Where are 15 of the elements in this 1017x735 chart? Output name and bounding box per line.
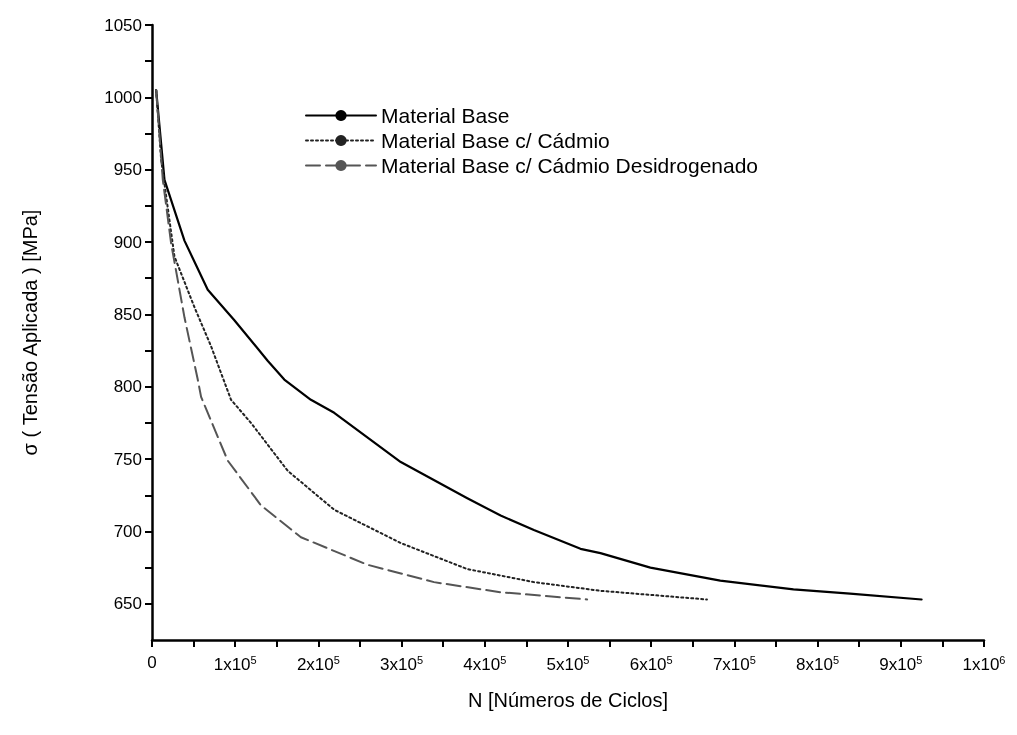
legend-label: Material Base c/ Cádmio Desidrogenado	[381, 154, 759, 177]
legend-label: Material Base	[381, 104, 510, 127]
y-tick-label: 900	[113, 232, 142, 252]
x-tick-label: 0	[147, 653, 157, 672]
y-tick-label: 700	[113, 521, 142, 541]
y-tick-label: 650	[113, 594, 142, 614]
y-tick-label: 800	[113, 377, 142, 397]
y-axis-title: σ ( Tensão Aplicada ) [MPa]	[19, 209, 41, 456]
y-tick-label: 950	[113, 160, 142, 180]
y-tick-label: 1050	[104, 15, 142, 35]
y-tick-label: 850	[113, 304, 142, 324]
legend-label: Material Base c/ Cádmio	[381, 129, 610, 152]
y-tick-label: 1000	[104, 87, 142, 107]
y-tick-label: 750	[113, 449, 142, 469]
x-axis-title: N [Números de Ciclos]	[467, 689, 669, 711]
